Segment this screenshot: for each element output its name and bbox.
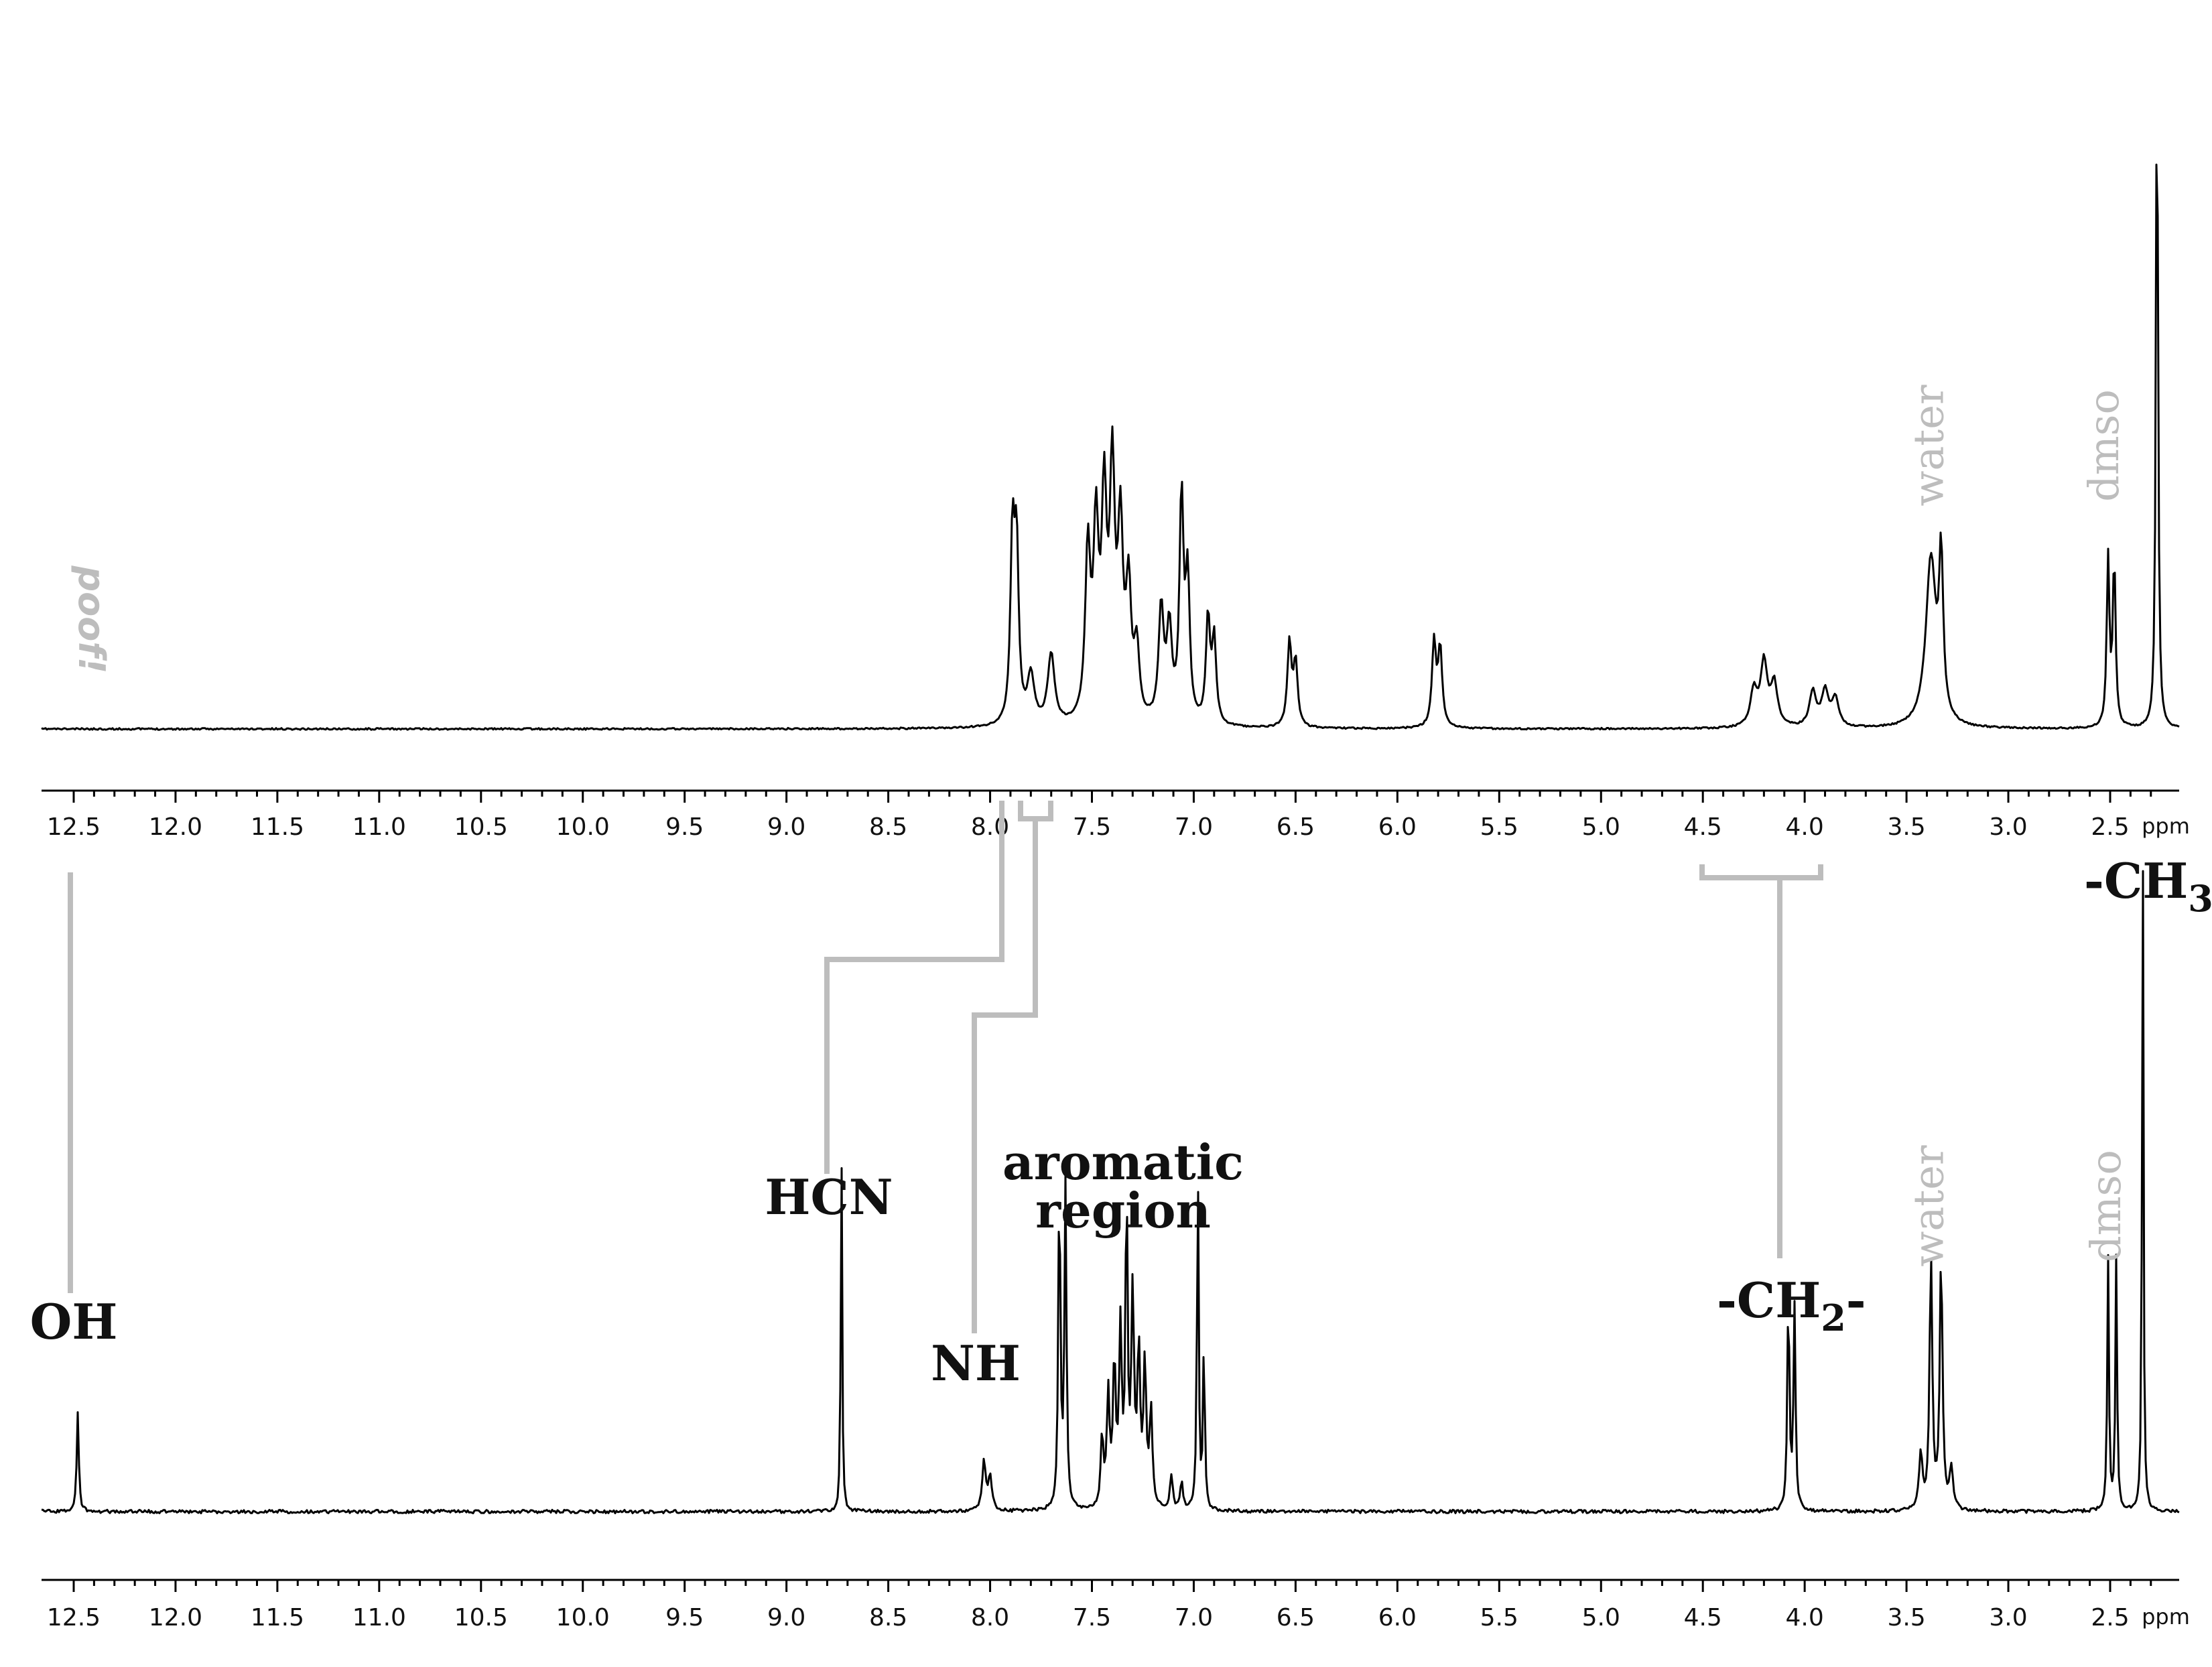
x-tick-label: 9.0 bbox=[767, 1604, 805, 1631]
x-tick-label: 8.5 bbox=[869, 1604, 907, 1631]
x-tick-label: 11.5 bbox=[251, 813, 304, 841]
x-tick-label: 9.0 bbox=[767, 813, 805, 841]
poof-annotation: poof! bbox=[70, 565, 113, 674]
water-solvent-label: water bbox=[1904, 385, 1953, 507]
region-label: region bbox=[1035, 1182, 1211, 1239]
spectrum-trace-top bbox=[41, 163, 2180, 731]
x-tick-label: 10.0 bbox=[556, 813, 610, 841]
x-tick-label: 4.0 bbox=[1786, 813, 1824, 841]
x-tick-label: 11.0 bbox=[352, 813, 406, 841]
x-tick-label: 2.5 bbox=[2091, 813, 2129, 841]
x-axis-unit-label: ppm bbox=[2142, 1604, 2190, 1629]
x-tick-label: 12.5 bbox=[47, 1604, 101, 1631]
x-tick-label: 4.5 bbox=[1684, 1604, 1722, 1631]
x-tick-label: 7.5 bbox=[1073, 813, 1111, 841]
x-tick-label: 6.0 bbox=[1378, 1604, 1417, 1631]
x-tick-label: 4.5 bbox=[1684, 813, 1722, 841]
oh-label: OH bbox=[30, 1293, 118, 1350]
x-tick-label: 9.5 bbox=[665, 1604, 704, 1631]
x-tick-label: 5.0 bbox=[1582, 1604, 1620, 1631]
top-spectrum-panel: 12.5 12.0 11.5 11.0 10.5 10.0 9.5 9.0 8.5 8.0 7.5 7… bbox=[41, 163, 2190, 841]
x-tick-label: 11.0 bbox=[352, 1604, 406, 1631]
ch2-label: -CH2- bbox=[1717, 1272, 1866, 1339]
x-tick-label: 9.5 bbox=[665, 813, 704, 841]
x-tick-label: 3.0 bbox=[1989, 813, 2027, 841]
dmso-solvent-label: dmso bbox=[2081, 1150, 2130, 1262]
x-tick-label: 4.0 bbox=[1786, 1604, 1824, 1631]
x-tick-label: 10.0 bbox=[556, 1604, 610, 1631]
x-tick-label: 7.0 bbox=[1175, 813, 1213, 841]
nh-connector bbox=[972, 801, 1053, 1333]
x-tick-label: 10.5 bbox=[454, 1604, 508, 1631]
x-tick-label: 3.5 bbox=[1887, 813, 1925, 841]
x-tick-label: 10.5 bbox=[454, 813, 508, 841]
x-tick-label: 8.5 bbox=[869, 813, 907, 841]
x-tick-label: 3.0 bbox=[1989, 1604, 2027, 1631]
x-tick-label: 5.5 bbox=[1480, 1604, 1518, 1631]
peak-correlation-connectors bbox=[68, 801, 1823, 1333]
spectrum-trace-bottom bbox=[41, 870, 2180, 1514]
x-tick-label: 12.5 bbox=[47, 813, 101, 841]
x-tick-label: 12.0 bbox=[149, 1604, 202, 1631]
x-axis-unit-label: ppm bbox=[2142, 813, 2190, 839]
x-tick-label: 2.5 bbox=[2091, 1604, 2129, 1631]
x-tick-label: 12.0 bbox=[149, 813, 202, 841]
x-tick-label: 6.5 bbox=[1277, 1604, 1315, 1631]
x-tick-label: 6.5 bbox=[1277, 813, 1315, 841]
x-tick-label: 8.0 bbox=[971, 1604, 1009, 1631]
nh-label: NH bbox=[931, 1335, 1021, 1392]
hcn-label: HCN bbox=[765, 1169, 893, 1225]
dmso-solvent-label: dmso bbox=[2079, 389, 2128, 502]
water-solvent-label: water bbox=[1904, 1145, 1953, 1267]
ch3-label: -CH3 bbox=[2084, 852, 2212, 920]
x-tick-label: 6.0 bbox=[1378, 813, 1417, 841]
hcn-connector bbox=[824, 801, 1004, 1174]
x-tick-label: 7.5 bbox=[1073, 1604, 1111, 1631]
x-tick-label: 11.5 bbox=[251, 1604, 304, 1631]
bottom-spectrum-panel: 12.5 12.0 11.5 11.0 10.5 10.0 9.5 9.0 8.5 8.0 7.5 7… bbox=[30, 852, 2212, 1631]
aromatic-label: aromatic bbox=[1002, 1134, 1244, 1191]
x-tick-label: 5.0 bbox=[1582, 813, 1620, 841]
ch2-connector bbox=[1699, 864, 1823, 1258]
x-tick-label: 5.5 bbox=[1480, 813, 1518, 841]
x-tick-label: 3.5 bbox=[1887, 1604, 1925, 1631]
x-tick-label: 7.0 bbox=[1175, 1604, 1213, 1631]
